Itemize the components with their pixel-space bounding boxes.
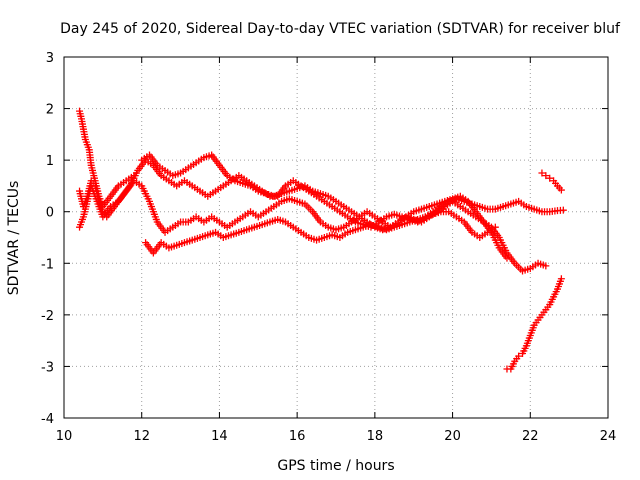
series-track-2 (76, 156, 567, 231)
grid-lines (64, 57, 608, 418)
data-point (546, 174, 554, 182)
plot-frame (63, 56, 609, 419)
x-tick-label: 14 (211, 429, 228, 444)
data-point (557, 186, 565, 194)
data-point (503, 254, 511, 262)
chart-title: Day 245 of 2020, Sidereal Day-to-day VTE… (60, 21, 621, 37)
x-tick-label: 20 (444, 429, 461, 444)
x-tick-label: 16 (289, 429, 306, 444)
y-tick-label: 1 (46, 154, 54, 169)
data-point (542, 262, 550, 270)
y-tick-label: -1 (41, 257, 54, 272)
data-point (538, 169, 546, 177)
y-tick-label: -2 (41, 309, 54, 324)
y-tick-label: -3 (41, 360, 54, 375)
y-tick-label: -4 (41, 412, 54, 427)
data-point (557, 275, 565, 283)
data-point (559, 206, 567, 214)
y-tick-label: 2 (46, 103, 54, 118)
x-tick-label: 24 (600, 429, 617, 444)
x-axis-label: GPS time / hours (277, 458, 394, 474)
x-tick-label: 22 (522, 429, 539, 444)
y-tick-label: 3 (46, 51, 54, 66)
series-track-7 (503, 275, 565, 373)
x-tick-label: 12 (133, 429, 150, 444)
y-tick-label: 0 (46, 206, 54, 221)
y-axis-label: SDTVAR / TECUs (6, 181, 22, 296)
data-point (515, 352, 523, 360)
data-point (542, 172, 550, 180)
series-track-5 (142, 208, 499, 257)
data-point (491, 223, 499, 231)
series-track-6 (538, 169, 565, 194)
series-track-1 (76, 107, 138, 211)
data-points (76, 107, 567, 373)
x-tick-label: 10 (56, 429, 73, 444)
x-tick-label: 18 (367, 429, 384, 444)
